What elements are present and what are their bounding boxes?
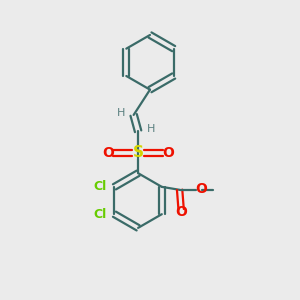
Text: Cl: Cl xyxy=(94,180,107,193)
Text: S: S xyxy=(133,146,144,160)
Text: O: O xyxy=(162,146,174,160)
Text: O: O xyxy=(175,205,187,218)
Text: Cl: Cl xyxy=(94,208,107,221)
Text: H: H xyxy=(117,108,125,118)
Text: H: H xyxy=(147,124,156,134)
Text: O: O xyxy=(103,146,114,160)
Text: O: O xyxy=(195,182,207,196)
